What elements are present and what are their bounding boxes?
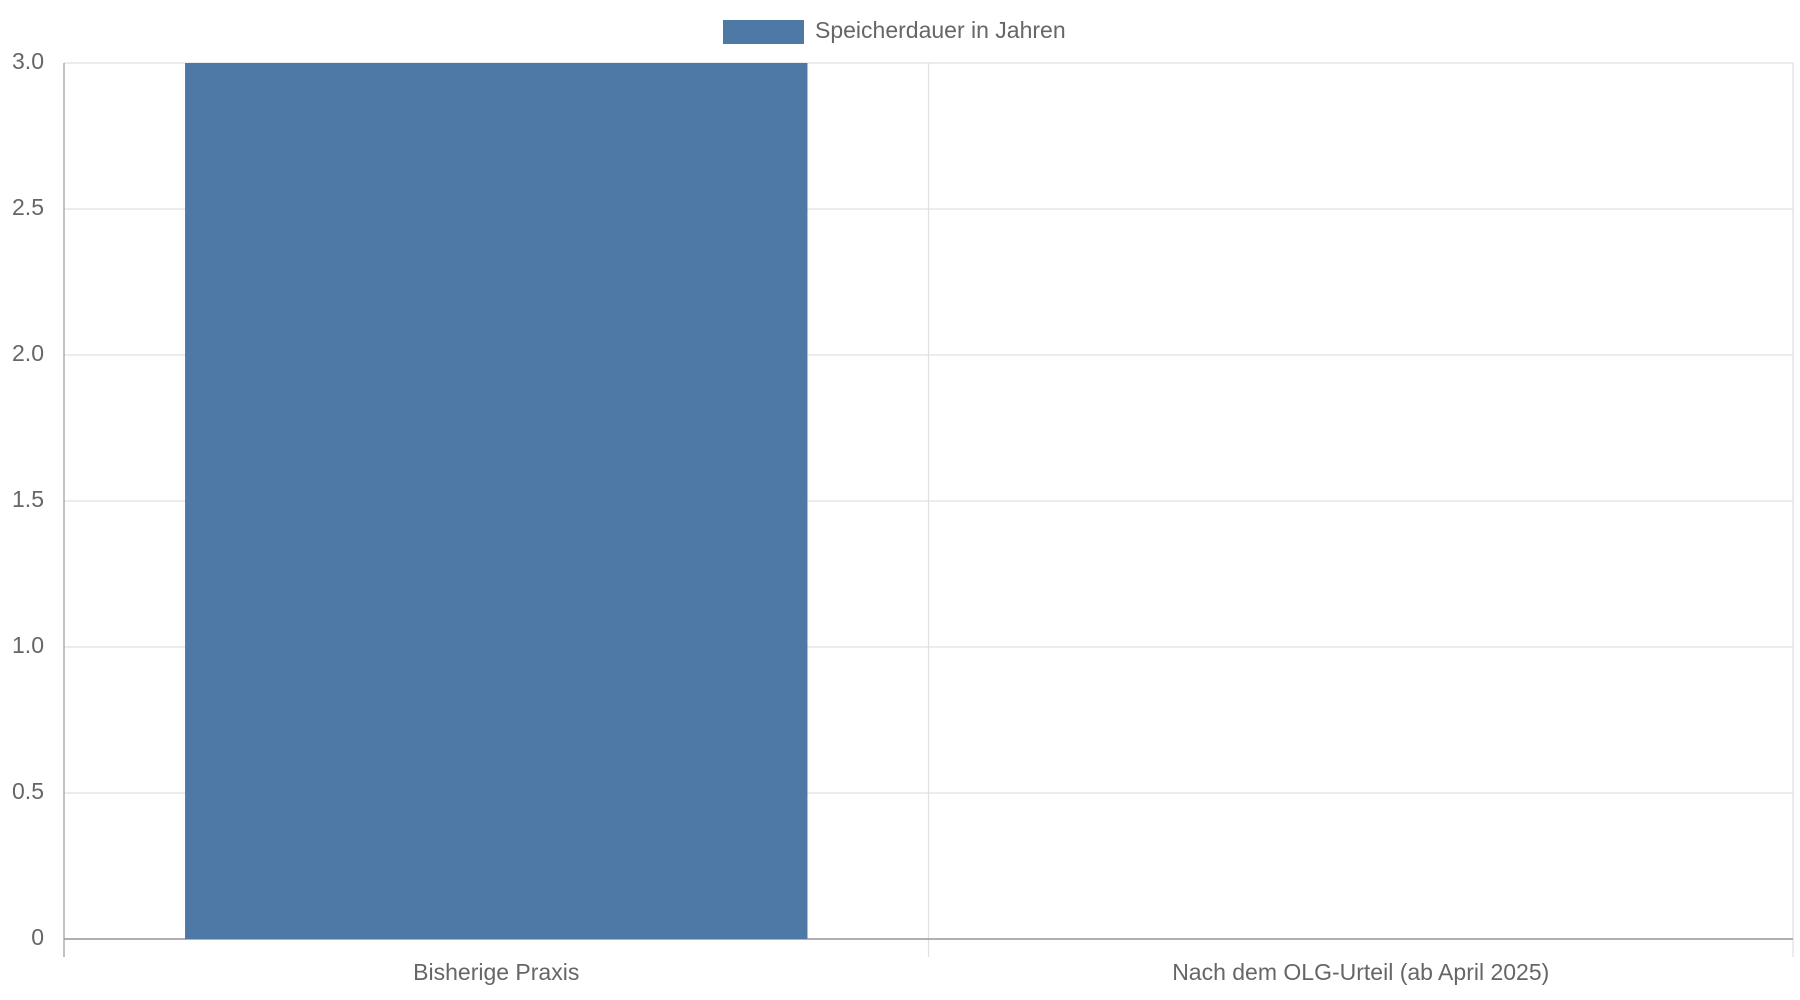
y-tick-label: 2.5 xyxy=(12,194,44,220)
y-tick-label: 3.0 xyxy=(12,48,44,74)
y-tick-label: 0.5 xyxy=(12,778,44,804)
legend-swatch xyxy=(723,20,804,44)
legend-label: Speicherdauer in Jahren xyxy=(815,17,1066,43)
y-tick-label: 0 xyxy=(31,924,44,950)
y-tick-label: 1.0 xyxy=(12,632,44,658)
x-tick-label: Nach dem OLG-Urteil (ab April 2025) xyxy=(1172,959,1549,985)
y-tick-label: 1.5 xyxy=(12,486,44,512)
y-tick-label: 2.0 xyxy=(12,340,44,366)
x-tick-label: Bisherige Praxis xyxy=(413,959,579,985)
bar xyxy=(185,63,808,939)
